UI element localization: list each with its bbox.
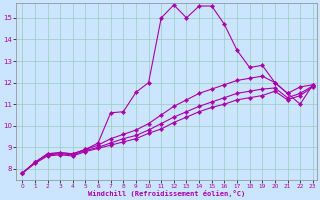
X-axis label: Windchill (Refroidissement éolien,°C): Windchill (Refroidissement éolien,°C): [88, 190, 245, 197]
